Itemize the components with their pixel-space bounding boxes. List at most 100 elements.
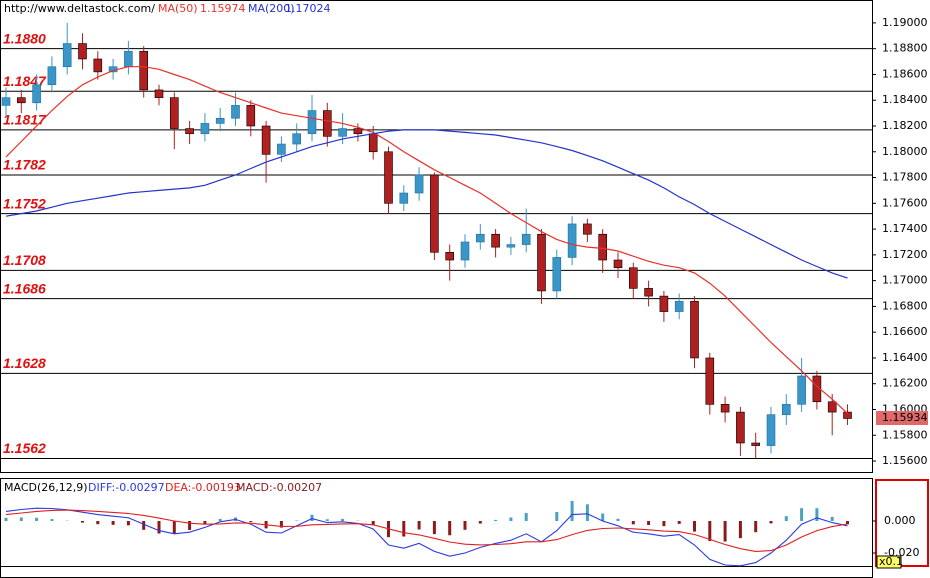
level-label: 1.1782 <box>3 157 46 173</box>
candle-body <box>628 267 638 289</box>
macd-line <box>5 507 848 567</box>
candle-body <box>812 375 822 403</box>
legend-name: MACD:-0.00207 <box>236 481 322 494</box>
y-tick-label: 1.16400 <box>882 351 928 364</box>
candle-body <box>124 50 133 68</box>
candle-body <box>705 357 715 405</box>
level-label: 1.1880 <box>3 30 46 46</box>
macd-line <box>5 509 848 552</box>
bottom-strip <box>0 566 873 578</box>
candle-body <box>567 223 577 258</box>
candle-body <box>521 233 531 245</box>
y-tick-label: 1.18800 <box>882 42 928 55</box>
candle-body <box>154 89 164 98</box>
candle-body <box>613 259 623 269</box>
candle-body <box>200 123 210 135</box>
candle-body <box>751 442 761 446</box>
candle-body <box>598 233 608 261</box>
legend-name: DEA:-0.00193 <box>165 481 241 494</box>
candle-body <box>475 233 485 243</box>
level-label: 1.1628 <box>3 355 46 371</box>
candle-body <box>430 174 439 253</box>
candle-body <box>307 110 317 135</box>
candle-body <box>659 295 669 312</box>
candle-body <box>93 58 103 73</box>
y-tick-label: 1.18400 <box>882 93 928 106</box>
y-tick-label: 1.19000 <box>882 16 928 29</box>
candle-body <box>231 105 240 119</box>
y-tick-label: 1.16600 <box>882 325 928 338</box>
legend-value: 1.17024 <box>285 2 331 15</box>
candle-body <box>537 233 546 292</box>
level-label: 1.1562 <box>3 440 46 456</box>
candle-body <box>736 411 745 444</box>
candle-body <box>62 43 72 68</box>
scale-label: x0.1 <box>879 555 903 568</box>
y-tick-label: 0.000 <box>884 514 916 527</box>
candle-body <box>690 300 699 359</box>
macd-axis-box <box>875 479 929 567</box>
y-tick-label: 1.15600 <box>882 454 928 467</box>
candle-body <box>674 300 684 312</box>
level-label: 1.1686 <box>3 280 46 296</box>
ma-line <box>5 129 848 279</box>
level-label: 1.1708 <box>3 252 46 268</box>
legend-name: DIFF:-0.00297 <box>88 481 165 494</box>
candle-body <box>185 128 194 135</box>
candle-body <box>78 43 87 60</box>
legend-name: MA(200) <box>248 2 295 15</box>
candle-body <box>32 84 41 104</box>
candle-body <box>246 105 256 127</box>
candle-body <box>139 50 148 91</box>
candle-body <box>215 117 225 124</box>
candle-body <box>338 128 347 137</box>
macd-title: MACD(26,12,9) <box>4 481 88 494</box>
candle-body <box>552 257 562 292</box>
last-price-box <box>876 411 928 426</box>
candle-body <box>292 133 302 145</box>
scale-box <box>876 555 902 569</box>
y-tick-label: 1.17000 <box>882 274 928 287</box>
candle-body <box>384 151 393 204</box>
ma-line <box>5 66 848 414</box>
y-tick-label: 1.17200 <box>882 248 928 261</box>
candle-body <box>797 375 806 405</box>
candle-body <box>766 414 776 446</box>
candle-body <box>843 411 852 419</box>
price-frame <box>0 0 873 473</box>
y-tick-label: 1.16800 <box>882 299 928 312</box>
candle-body <box>781 404 791 415</box>
candle-body <box>506 244 516 248</box>
level-label: 1.1752 <box>3 195 46 211</box>
source-label: http://www.deltastock.com/ <box>4 2 155 15</box>
candle-body <box>720 404 730 413</box>
candle-body <box>47 66 57 86</box>
level-label: 1.1817 <box>3 112 47 128</box>
candle-body <box>491 233 500 248</box>
candle-body <box>368 133 378 153</box>
y-tick-label: 1.18200 <box>882 119 928 132</box>
candle-body <box>277 143 286 155</box>
candle-body <box>827 401 837 413</box>
candle-body <box>414 174 424 194</box>
candle-body <box>353 128 363 135</box>
candle-body <box>445 251 455 261</box>
last-price-label: 1.15934 <box>882 411 928 424</box>
candle-body <box>170 97 179 129</box>
candle-body <box>322 110 332 137</box>
candle-body <box>1 97 11 106</box>
y-tick-label: 1.16200 <box>882 377 928 390</box>
y-tick-label: 1.17800 <box>882 171 928 184</box>
candle-body <box>583 223 592 235</box>
candle-body <box>16 97 26 104</box>
y-tick-label: 1.18600 <box>882 67 928 80</box>
y-tick-label: 1.17400 <box>882 222 928 235</box>
candle-body <box>644 288 653 297</box>
y-tick-label: 1.15800 <box>882 428 928 441</box>
y-tick-label: 1.17600 <box>882 196 928 209</box>
candle-body <box>460 241 470 261</box>
legend-name: MA(50) <box>158 2 198 15</box>
y-tick-label: 1.18000 <box>882 145 928 158</box>
candle-body <box>261 125 271 155</box>
